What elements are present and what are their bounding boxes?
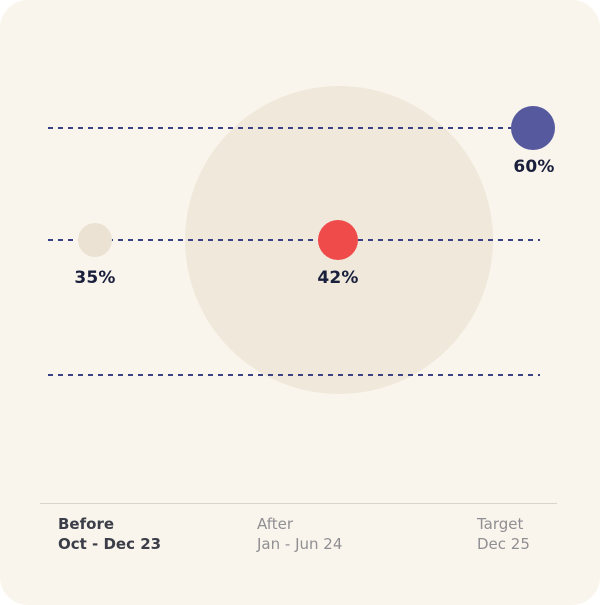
bubble-after <box>318 220 358 260</box>
dashed-guide-line-top <box>48 127 540 129</box>
dashed-guide-line-bottom <box>48 374 540 376</box>
axis-sublabel-before: Oct - Dec 23 <box>58 535 162 553</box>
axis-label-after: After <box>257 515 294 533</box>
axis-column-after: After Jan - Jun 24 <box>257 514 342 554</box>
dashed-guide-line-middle <box>48 239 540 241</box>
axis-column-target: Target Dec 25 <box>477 514 530 554</box>
bubble-target <box>511 106 555 150</box>
axis-column-before: Before Oct - Dec 23 <box>58 514 161 554</box>
value-label-before: 35% <box>74 268 116 288</box>
bubble-before <box>78 223 112 257</box>
value-label-after: 42% <box>317 268 359 288</box>
axis-sublabel-after: Jan - Jun 24 <box>257 535 343 553</box>
axis-label-before: Before <box>58 515 115 533</box>
value-label-target: 60% <box>513 157 555 177</box>
footer-divider <box>40 503 557 504</box>
axis-label-target: Target <box>477 515 524 533</box>
axis-sublabel-target: Dec 25 <box>477 535 530 553</box>
